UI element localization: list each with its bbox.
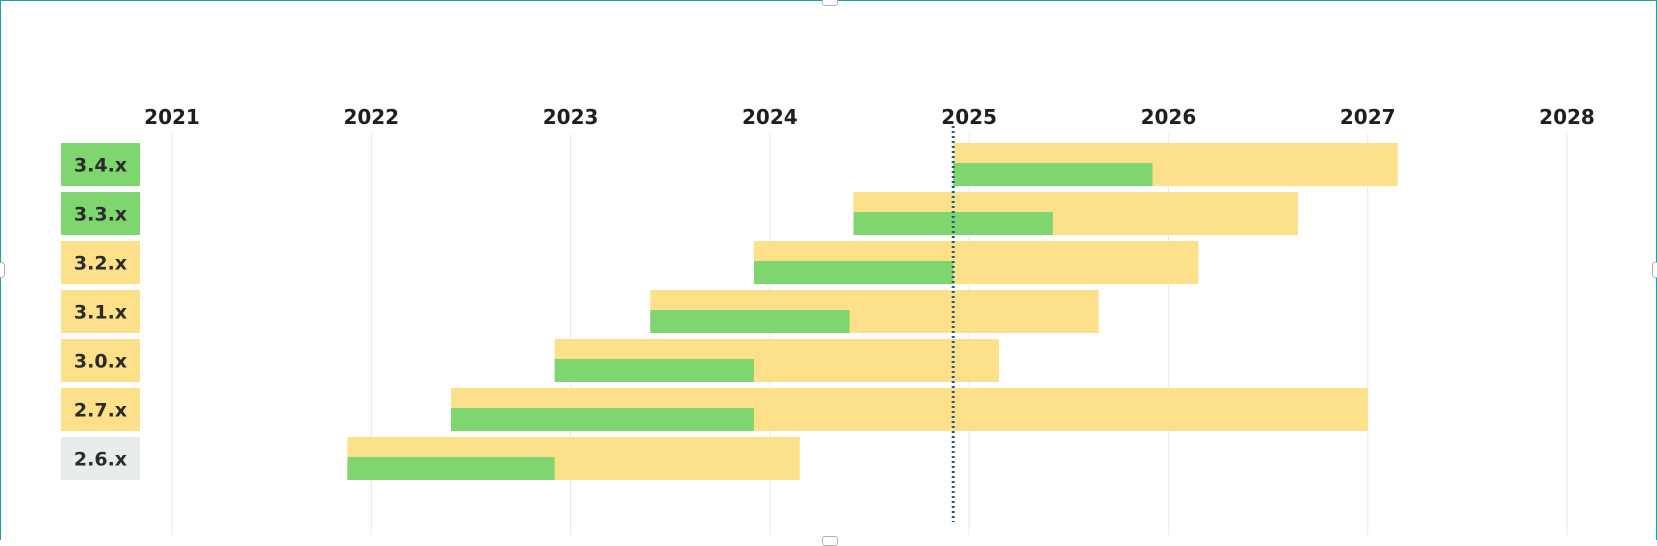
version-label: 3.0.x	[74, 351, 127, 373]
x-tick-label: 2027	[1340, 105, 1396, 129]
version-label: 3.2.x	[74, 253, 127, 275]
active-bar	[554, 359, 754, 382]
version-badge	[61, 388, 140, 431]
resize-handle-left[interactable]	[0, 262, 5, 278]
x-tick-label: 2021	[144, 105, 200, 129]
version-badge	[61, 143, 140, 186]
active-bar	[347, 457, 555, 480]
resize-handle-right[interactable]	[1652, 262, 1657, 278]
version-badge	[61, 339, 140, 382]
resize-handle-top[interactable]	[822, 0, 838, 6]
x-tick-label: 2023	[543, 105, 599, 129]
version-label: 3.1.x	[74, 302, 127, 324]
x-tick-label: 2024	[742, 105, 798, 129]
x-tick-label: 2022	[343, 105, 399, 129]
active-bar	[953, 163, 1153, 186]
active-bar	[650, 310, 850, 333]
version-label: 3.3.x	[74, 204, 127, 226]
x-tick-label: 2028	[1539, 105, 1595, 129]
version-badge	[61, 192, 140, 235]
version-badge	[61, 290, 140, 333]
active-bar	[451, 408, 754, 431]
x-tick-label: 2025	[941, 105, 997, 129]
active-bar	[753, 261, 954, 284]
x-tick-label: 2026	[1141, 105, 1197, 129]
version-label: 2.6.x	[74, 449, 127, 471]
version-label: 2.7.x	[74, 400, 127, 422]
version-badge	[61, 241, 140, 284]
version-label: 3.4.x	[74, 155, 127, 177]
active-bar	[853, 212, 1053, 235]
version-badge	[61, 437, 140, 480]
